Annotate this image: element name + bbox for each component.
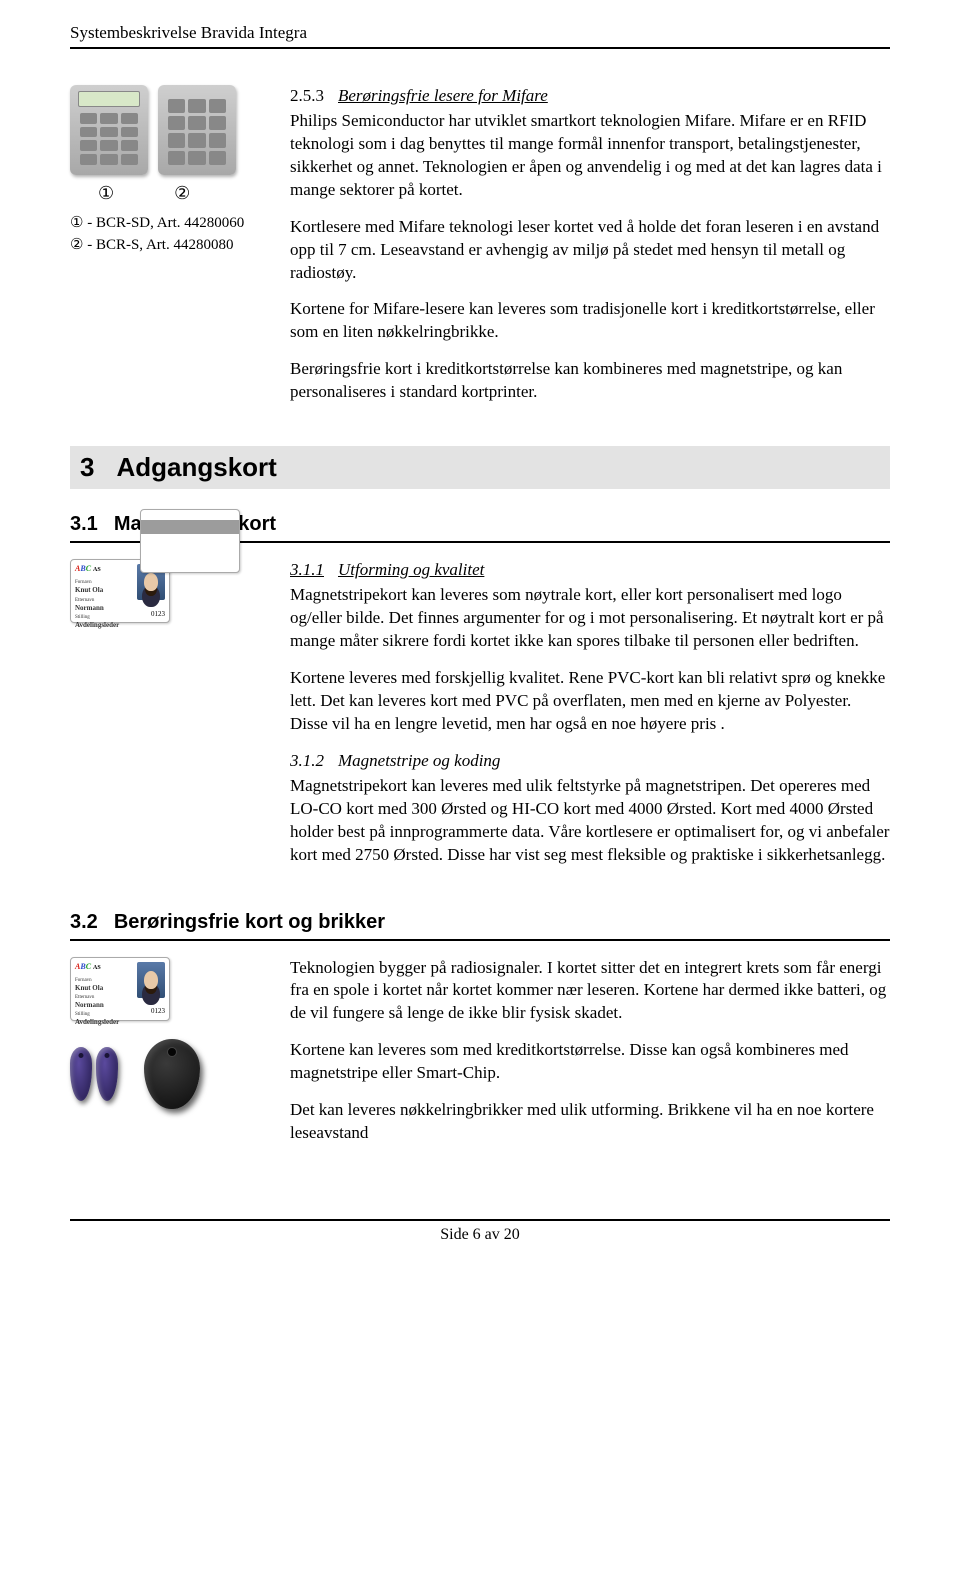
reader-art-1: ① - BCR-SD, Art. 44280060: [70, 213, 270, 235]
section-3-1-body: 3.1.1 Utforming og kvalitet Magnetstripek…: [290, 559, 890, 880]
subsub-3-1-2-title: 3.1.2 Magnetstripe og koding: [290, 750, 890, 773]
section-3-1: ABC AS Fornavn Knut Ola Etternavn Norman…: [70, 559, 890, 880]
subsec-2-5-3-text: Berøringsfrie lesere for Mifare: [338, 86, 548, 105]
subsub-3-1-1-num: 3.1.1: [290, 560, 324, 579]
fob-1: [70, 1047, 92, 1101]
subsec-2-5-3-title: 2.5.3 Berøringsfrie lesere for Mifare: [290, 85, 890, 108]
p-253-3: Kortene for Mifare-lesere kan leveres so…: [290, 298, 890, 344]
chapter-3-heading: 3 Adgangskort: [70, 446, 890, 489]
subsub-3-1-1-title: 3.1.1 Utforming og kvalitet: [290, 559, 890, 582]
mag-card: [140, 509, 240, 573]
fob-pair: [70, 1047, 118, 1101]
section-2-5-3-body: 2.5.3 Berøringsfrie lesere for Mifare Phi…: [290, 85, 890, 418]
doc-header: Systembeskrivelse Bravida Integra: [70, 0, 890, 49]
section-3-2-body: Teknologien bygger på radiosignaler. I k…: [290, 957, 890, 1160]
subchapter-3-2-heading: 3.2 Berøringsfrie kort og brikker: [70, 909, 890, 941]
reader-device-2: [158, 85, 236, 175]
subsub-3-1-2-text: Magnetstripe og koding: [338, 751, 500, 770]
p-311-2: Kortene leveres med forskjellig kvalitet…: [290, 667, 890, 736]
reader-images: [70, 85, 270, 175]
p-311-1: Magnetstripekort kan leveres som nøytral…: [290, 584, 890, 653]
subsub-3-1-1-text: Utforming og kvalitet: [338, 560, 484, 579]
card-number: 0123: [151, 610, 165, 619]
card-logo: ABC AS: [75, 564, 101, 575]
card-text: Fornavn Knut Ola Etternavn Normann Still…: [75, 580, 119, 629]
reader-art-2: ② - BCR-S, Art. 44280080: [70, 235, 270, 257]
section-3-2: ABC AS Fornavn Knut Ola Etternavn Norman…: [70, 957, 890, 1160]
subsub-3-1-2-num: 3.1.2: [290, 751, 324, 770]
reader-art-list: ① - BCR-SD, Art. 44280060 ② - BCR-S, Art…: [70, 213, 270, 257]
keytag: [144, 1039, 200, 1109]
p-253-2: Kortlesere med Mifare teknologi leser ko…: [290, 216, 890, 285]
sub-3-2-num: 3.2: [70, 911, 98, 933]
card-logo-2: ABC AS: [75, 962, 101, 973]
circled-2: ②: [174, 181, 190, 205]
p-32-3: Det kan leveres nøkkelringbrikker med ul…: [290, 1099, 890, 1145]
p-253-1: Philips Semiconductor har utviklet smart…: [290, 110, 890, 202]
fob-2: [96, 1047, 118, 1101]
card-text-2: Fornavn Knut Ola Etternavn Normann Still…: [75, 978, 119, 1027]
fob-figure-col: ABC AS Fornavn Knut Ola Etternavn Norman…: [70, 957, 270, 1160]
p-312-1: Magnetstripekort kan leveres med ulik fe…: [290, 775, 890, 867]
chapter-3-num: 3: [80, 452, 94, 482]
p-253-4: Berøringsfrie kort i kreditkortstørrelse…: [290, 358, 890, 404]
card-samples: ABC AS Fornavn Knut Ola Etternavn Norman…: [70, 559, 240, 623]
id-card-2: ABC AS Fornavn Knut Ola Etternavn Norman…: [70, 957, 170, 1021]
keyfobs: [70, 1039, 270, 1109]
sub-3-1-num: 3.1: [70, 513, 98, 535]
sub-3-2-title: Berøringsfrie kort og brikker: [114, 911, 385, 933]
card-figure-col: ABC AS Fornavn Knut Ola Etternavn Norman…: [70, 559, 270, 880]
circled-1: ①: [98, 181, 114, 205]
p-32-2: Kortene kan leveres som med kreditkortst…: [290, 1039, 890, 1085]
chapter-3-title: Adgangskort: [116, 452, 276, 482]
page-footer: Side 6 av 20: [70, 1219, 890, 1276]
p-32-1: Teknologien bygger på radiosignaler. I k…: [290, 957, 890, 1026]
subsec-2-5-3-num: 2.5.3: [290, 86, 324, 105]
card-number-2: 0123: [151, 1007, 165, 1016]
reader-figure-col: ① ② ① - BCR-SD, Art. 44280060 ② - BCR-S,…: [70, 85, 270, 418]
reader-circled-labels: ① ②: [70, 181, 270, 205]
card-face-2: [137, 962, 165, 998]
section-2-5-3: ① ② ① - BCR-SD, Art. 44280060 ② - BCR-S,…: [70, 85, 890, 418]
reader-device-1: [70, 85, 148, 175]
